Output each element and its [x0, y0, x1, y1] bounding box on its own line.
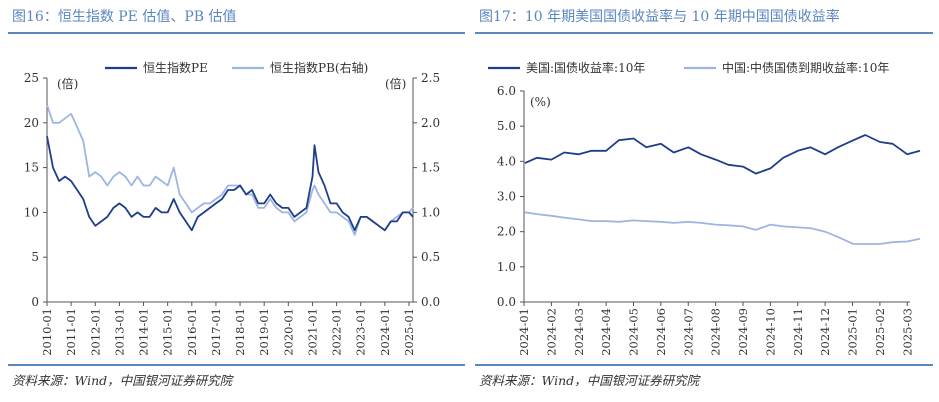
x-tick-label: 2015-01 [161, 308, 175, 356]
left-source-note: 资料来源：Wind，中国银河证券研究院 [12, 373, 233, 388]
x-tick-label: 2021-01 [305, 308, 319, 356]
x-tick-label: 2025-01 [846, 308, 860, 356]
right-axis-unit: (倍) [385, 76, 406, 91]
x-tick-label: 2020-01 [281, 308, 295, 356]
x-tick-label: 2023-01 [354, 308, 368, 356]
right-y-tick-label: 0.0 [421, 295, 440, 309]
left-y-tick-label: 5 [31, 250, 39, 264]
left-bottom-rule [8, 364, 465, 366]
x-tick-label: 2014-01 [137, 308, 151, 356]
y-axis-unit: (%) [530, 95, 551, 109]
x-tick-label: 2011-01 [64, 308, 78, 356]
y-tick-label: 2.0 [497, 225, 516, 239]
series-line-pb [46, 104, 414, 236]
legend-label: 恒生指数PB(右轴) [270, 60, 368, 75]
x-tick-label: 2024-11 [791, 308, 805, 356]
series-line-cn-10y [524, 211, 921, 245]
right-y-tick-label: 1.5 [421, 161, 440, 175]
x-tick-label: 2024-04 [599, 308, 613, 356]
x-tick-label: 2025-02 [873, 308, 887, 356]
right-y-tick-label: 1.0 [421, 205, 440, 219]
y-tick-label: 0.0 [497, 295, 516, 309]
left-chart-title: 图16：恒生指数 PE 估值、PB 估值 [12, 9, 237, 25]
left-axis-unit: (倍) [57, 76, 78, 91]
x-tick-label: 2022-01 [330, 308, 344, 356]
right-source-note: 资料来源：Wind，中国银河证券研究院 [479, 373, 700, 388]
legend-label: 中国:中债国债到期收益率:10年 [722, 60, 889, 75]
left-y-tick-label: 15 [24, 161, 39, 175]
y-tick-label: 5.0 [497, 119, 516, 133]
right-y-tick-label: 0.5 [421, 250, 440, 264]
x-tick-label: 2024-12 [818, 308, 832, 356]
right-title-rule [475, 32, 933, 34]
x-tick-label: 2024-09 [736, 308, 750, 356]
y-tick-label: 6.0 [497, 84, 516, 98]
x-tick-label: 2024-10 [763, 308, 777, 356]
left-y-tick-label: 10 [24, 205, 39, 219]
right-bottom-rule [475, 364, 933, 366]
x-tick-label: 2016-01 [185, 308, 199, 356]
right-chart-title: 图17：10 年期美国国债收益率与 10 年期中国国债收益率 [479, 9, 840, 25]
hsi-valuation-chart: 0 5 10 15 20 25 0.0 0.5 1.0 1.5 2.0 2.5 2010-01 2011-… [24, 60, 440, 356]
x-tick-label: 2025-01 [402, 308, 416, 356]
x-tick-label: 2025-03 [900, 308, 914, 356]
right-y-tick-label: 2.5 [421, 71, 440, 85]
x-tick-label: 2018-01 [233, 308, 247, 356]
y-tick-label: 1.0 [497, 260, 516, 274]
x-tick-label: 2024-01 [517, 308, 531, 356]
x-tick-label: 2013-01 [112, 308, 126, 356]
x-tick-label: 2019-01 [257, 308, 271, 356]
left-title-rule [8, 32, 465, 34]
x-tick-label: 2024-02 [544, 308, 558, 356]
y-tick-label: 3.0 [497, 190, 516, 204]
x-tick-label: 2024-07 [681, 308, 695, 356]
right-y-tick-label: 2.0 [421, 116, 440, 130]
y-tick-label: 4.0 [497, 154, 516, 168]
left-y-tick-label: 20 [24, 116, 39, 130]
x-tick-label: 2024-08 [709, 308, 723, 356]
left-y-tick-label: 0 [31, 295, 39, 309]
x-tick-label: 2024-05 [627, 308, 641, 356]
x-tick-label: 2024-06 [654, 308, 668, 356]
x-tick-label: 2024-03 [572, 308, 586, 356]
x-tick-label: 2010-01 [40, 308, 54, 356]
left-y-tick-label: 25 [24, 71, 39, 85]
legend-label: 美国:国债收益率:10年 [526, 60, 645, 75]
series-line-us-10y [524, 134, 921, 175]
bond-yield-chart: 0.0 1.0 2.0 3.0 4.0 5.0 6.0 2024-01 2024-02 2024-… [488, 60, 921, 356]
legend-label: 恒生指数PE [143, 60, 208, 75]
series-line-pe [46, 136, 414, 232]
x-tick-label: 2024-01 [378, 308, 392, 356]
x-tick-label: 2017-01 [209, 308, 223, 356]
x-tick-label: 2012-01 [88, 308, 102, 356]
